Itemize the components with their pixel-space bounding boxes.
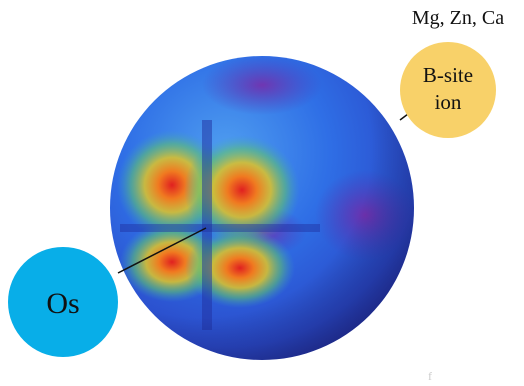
illustration: Os B-site ion Mg, Zn, Ca f — [0, 0, 524, 386]
sphere — [110, 55, 415, 360]
b-site-label: B-site — [423, 63, 473, 87]
dopant-label: Mg, Zn, Ca — [412, 7, 504, 29]
corner-mark: f — [428, 369, 432, 383]
page: Os B-site ion Mg, Zn, Ca f (() => { cons… — [0, 0, 524, 386]
os-label: Os — [46, 287, 79, 320]
b-site-label: ion — [435, 90, 462, 114]
b-site-pointer — [400, 114, 408, 120]
